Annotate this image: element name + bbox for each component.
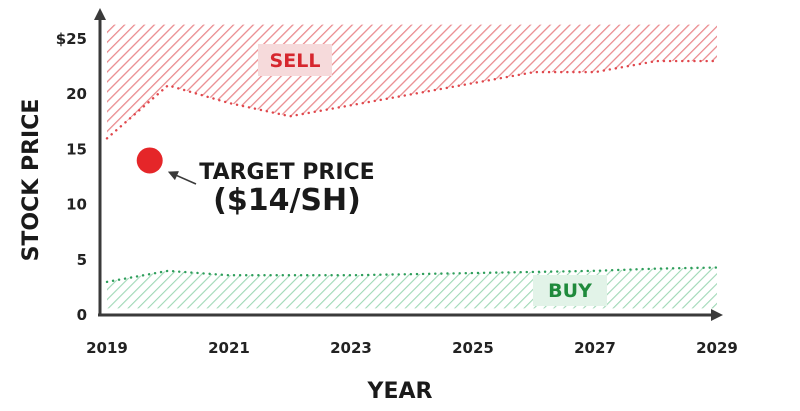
target-price-marker	[136, 147, 163, 174]
target-label-line1: TARGET PRICE	[199, 160, 374, 185]
buy-zone-label: BUY	[548, 280, 592, 302]
y-axis-arrow-icon	[94, 8, 106, 20]
y-tick-label: 15	[66, 140, 87, 158]
x-tick-label: 2019	[86, 339, 128, 357]
y-tick-label: 20	[66, 85, 87, 103]
y-tick-label: 0	[77, 306, 87, 324]
x-tick-label: 2027	[574, 339, 616, 357]
sell-zone-label: SELL	[270, 50, 321, 72]
x-axis-arrow-icon	[711, 309, 723, 321]
y-axis-title: STOCK PRICE	[19, 99, 44, 262]
target-arrow-icon	[167, 171, 197, 185]
y-tick-label: $25	[56, 30, 87, 48]
x-tick-label: 2023	[330, 339, 372, 357]
x-tick-label: 2021	[208, 339, 250, 357]
target-label-line2: ($14/SH)	[213, 183, 361, 218]
x-axis-title: YEAR	[367, 379, 433, 404]
buy-threshold-line	[105, 266, 719, 284]
sell-label-bg	[258, 44, 332, 76]
buy-label-bg	[533, 275, 607, 306]
x-tick-label: 2029	[696, 339, 738, 357]
y-tick-label: 5	[77, 251, 87, 269]
sell-threshold-line	[105, 59, 719, 140]
x-tick-label: 2025	[452, 339, 494, 357]
y-tick-label: 10	[66, 196, 87, 214]
sell-zone-area	[107, 24, 717, 139]
